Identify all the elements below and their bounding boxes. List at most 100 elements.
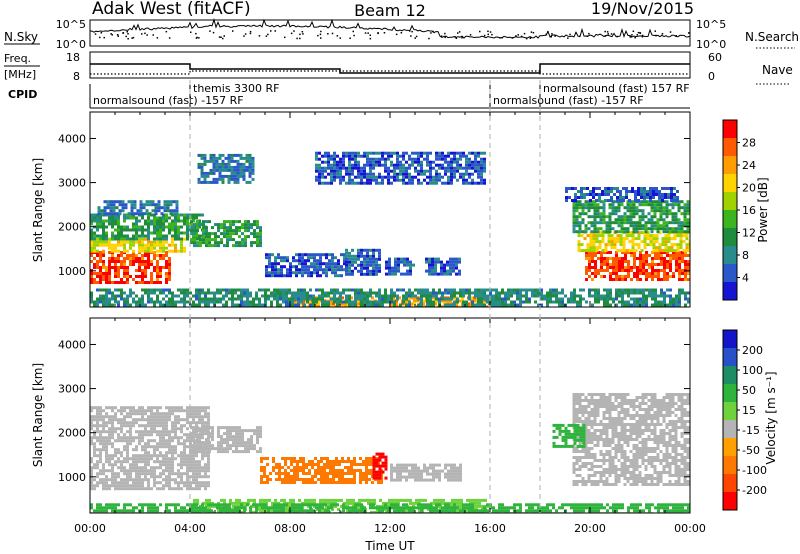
nsearch-point xyxy=(669,31,672,33)
data-cell xyxy=(667,234,671,238)
data-cell xyxy=(366,178,369,182)
data-cell xyxy=(665,209,669,213)
data-cell xyxy=(405,151,408,155)
data-cell xyxy=(621,291,624,295)
data-cell xyxy=(606,297,609,301)
data-cell xyxy=(504,297,507,301)
data-cell xyxy=(99,234,102,238)
data-cell xyxy=(109,206,113,210)
data-cell xyxy=(165,263,168,266)
data-cell xyxy=(403,257,406,261)
data-cell xyxy=(435,154,438,158)
data-cell xyxy=(111,297,114,301)
data-cell xyxy=(126,249,129,253)
data-cell xyxy=(350,296,353,300)
data-cell xyxy=(480,172,483,176)
data-cell xyxy=(129,478,132,482)
data-cell xyxy=(99,442,102,446)
data-cell xyxy=(165,294,168,298)
nsearch-point xyxy=(604,30,606,33)
nsearch-point xyxy=(127,33,129,35)
data-cell xyxy=(218,177,222,181)
data-cell xyxy=(327,154,330,158)
data-cell xyxy=(99,469,102,473)
data-cell xyxy=(126,421,129,425)
data-cell xyxy=(461,296,464,300)
data-cell xyxy=(209,159,213,163)
data-cell xyxy=(126,216,129,220)
data-cell xyxy=(390,181,393,185)
data-cell xyxy=(666,294,669,298)
data-cell xyxy=(434,302,437,306)
data-cell xyxy=(450,291,453,295)
data-cell xyxy=(96,240,99,244)
data-cell xyxy=(90,472,93,476)
data-cell xyxy=(138,478,141,482)
data-cell xyxy=(473,296,476,300)
data-cell xyxy=(168,278,171,281)
data-cell xyxy=(595,237,599,241)
data-cell xyxy=(204,463,207,467)
data-cell xyxy=(588,260,591,263)
data-cell xyxy=(590,206,594,210)
data-cell xyxy=(330,291,333,295)
data-cell xyxy=(237,303,240,307)
data-cell xyxy=(204,415,207,419)
nave-label: Nave xyxy=(762,63,793,77)
data-cell xyxy=(106,203,110,207)
data-cell xyxy=(327,157,330,161)
data-cell xyxy=(159,421,162,425)
data-cell xyxy=(621,294,624,298)
data-cell xyxy=(205,447,208,451)
data-cell xyxy=(93,278,96,281)
data-cell xyxy=(610,190,613,193)
nsearch-point xyxy=(457,32,459,34)
data-cell xyxy=(351,254,354,258)
data-cell xyxy=(378,257,381,261)
data-cell xyxy=(90,281,93,284)
data-cell xyxy=(672,297,675,301)
data-cell xyxy=(453,157,456,161)
data-cell xyxy=(200,162,204,166)
data-cell xyxy=(277,274,280,278)
data-cell xyxy=(177,231,180,235)
data-cell xyxy=(325,262,328,266)
data-cell xyxy=(598,243,602,247)
data-cell xyxy=(627,272,630,275)
data-cell xyxy=(99,294,102,298)
data-cell xyxy=(303,297,306,301)
data-cell xyxy=(396,157,399,161)
data-cell xyxy=(138,409,141,413)
nsearch-point xyxy=(411,30,413,33)
data-cell xyxy=(375,160,378,164)
data-cell xyxy=(153,475,156,479)
data-cell xyxy=(492,303,495,307)
data-cell xyxy=(255,294,258,298)
data-cell xyxy=(676,199,679,202)
data-cell xyxy=(201,291,204,295)
data-cell xyxy=(293,299,296,303)
data-cell xyxy=(681,278,684,281)
data-cell xyxy=(90,278,93,281)
data-cell xyxy=(154,212,158,216)
data-cell xyxy=(315,175,318,179)
data-cell xyxy=(120,266,123,269)
data-cell xyxy=(96,216,99,220)
data-cell xyxy=(572,218,576,222)
data-cell xyxy=(163,206,167,210)
data-cell xyxy=(652,240,656,244)
data-cell xyxy=(452,296,455,300)
data-cell xyxy=(240,300,243,304)
data-cell xyxy=(229,235,232,239)
data-cell xyxy=(663,257,666,260)
data-cell xyxy=(201,421,204,425)
data-cell xyxy=(660,254,663,257)
data-cell xyxy=(123,228,126,232)
data-cell xyxy=(459,172,462,176)
data-cell xyxy=(337,274,340,278)
data-cell xyxy=(396,151,399,155)
data-cell xyxy=(168,472,171,476)
data-cell xyxy=(217,429,220,433)
data-cell xyxy=(256,235,259,239)
data-cell xyxy=(153,216,156,220)
